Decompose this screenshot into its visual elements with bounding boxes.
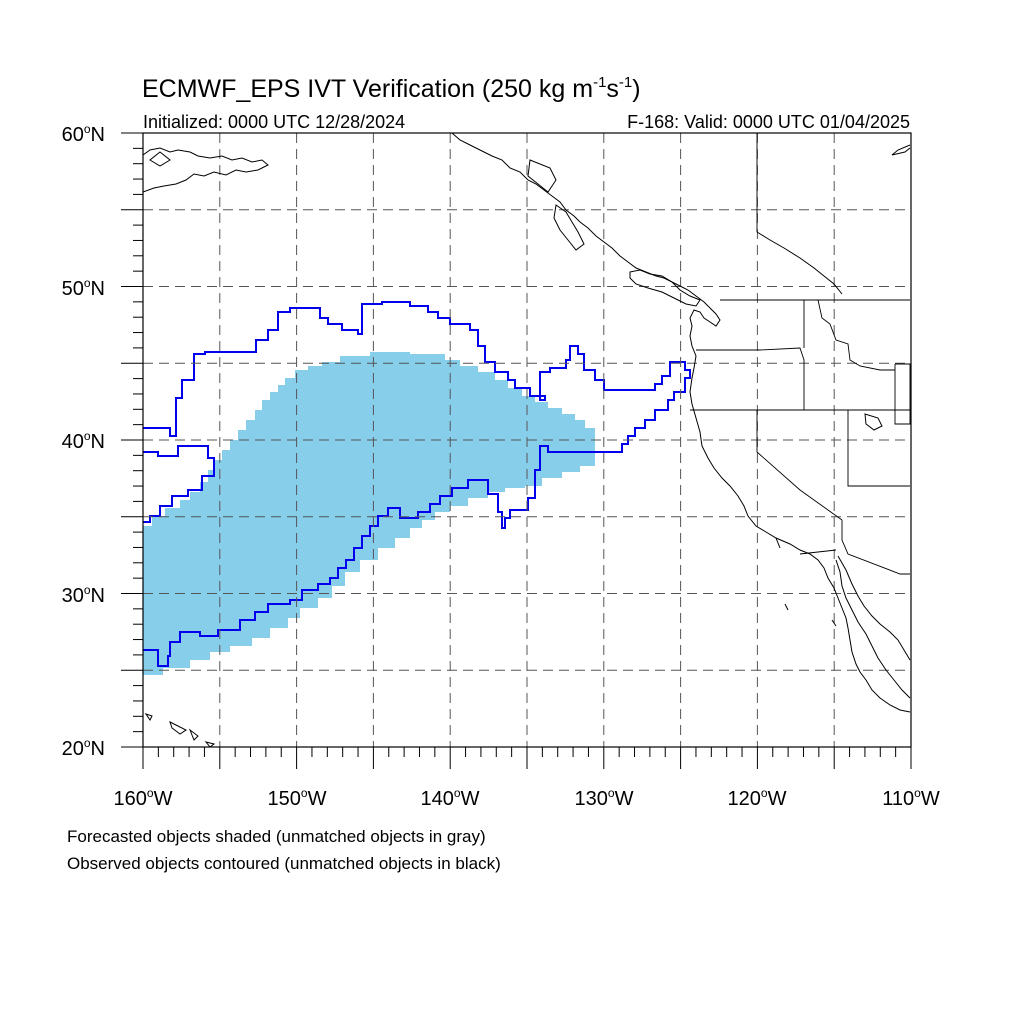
longitude-labels: 160oW 150oW 140oW 130oW 120oW 110oW (114, 786, 940, 810)
observed-legend-note: Observed objects contoured (unmatched ob… (67, 854, 501, 873)
lon-label-160w: 160oW (114, 786, 173, 810)
observed-object-contour-west (143, 445, 215, 523)
lat-lon-grid (143, 133, 911, 747)
lat-label-40: 40oN (62, 429, 105, 453)
lon-label-130w: 130oW (575, 786, 634, 810)
observed-object-contour (143, 301, 691, 667)
lat-label-60: 60oN (62, 122, 105, 146)
lat-label-30: 30oN (62, 583, 105, 607)
map-title: ECMWF_EPS IVT Verification (250 kg m-1s-… (142, 74, 641, 103)
political-borders (690, 133, 911, 575)
latitude-labels: 20oN 30oN 40oN 50oN 60oN (62, 122, 105, 760)
forecast-legend-note: Forecasted objects shaded (unmatched obj… (67, 827, 486, 846)
lat-label-20: 20oN (62, 736, 105, 760)
lat-label-50: 50oN (62, 276, 105, 300)
valid-time: F-168: Valid: 0000 UTC 01/04/2025 (627, 112, 910, 132)
coastline (143, 133, 911, 747)
lon-label-120w: 120oW (728, 786, 787, 810)
axis-ticks (121, 132, 912, 769)
lon-label-140w: 140oW (421, 786, 480, 810)
lon-label-110w: 110oW (882, 786, 940, 810)
initialized-time: Initialized: 0000 UTC 12/28/2024 (143, 112, 405, 132)
forecast-object-shaded (143, 352, 595, 675)
lon-label-150w: 150oW (268, 786, 327, 810)
